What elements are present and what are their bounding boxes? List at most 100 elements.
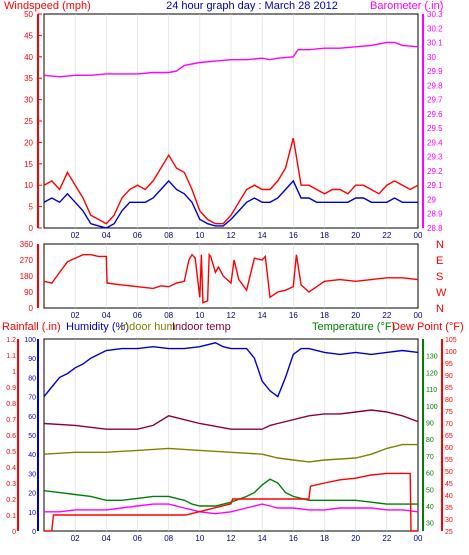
rain-tick-label: 1.1 bbox=[6, 353, 16, 360]
dewpoint-tick-label: 100 bbox=[445, 349, 457, 356]
direction-degree-ticks: 0 90 180 270 360 bbox=[20, 240, 34, 313]
wind-direction-line bbox=[43, 252, 419, 304]
chart-title: 24 hour graph day : March 28 2012 bbox=[166, 0, 338, 12]
humidity-line bbox=[43, 342, 419, 398]
windspeed-tick-label: 45 bbox=[24, 31, 33, 40]
rainfall-axis-label: Rainfall (.in) bbox=[2, 321, 61, 333]
dewpoint-tick-label: 45 bbox=[445, 481, 453, 488]
x-tick-label: 22 bbox=[382, 534, 391, 543]
windspeed-axis-label: Windspeed (mph) bbox=[4, 0, 91, 12]
windspeed-tick-label: 20 bbox=[24, 138, 33, 147]
barometer-tick-label: 29.4 bbox=[427, 138, 443, 147]
humidity-tick-label: 70 bbox=[28, 395, 36, 402]
windspeed-tick-label: 40 bbox=[24, 53, 33, 62]
rain-tick-label: 0.7 bbox=[6, 417, 16, 424]
humidity-tick-label: 100 bbox=[24, 337, 36, 344]
temperature-tick-label: 130 bbox=[426, 354, 438, 361]
temperature-tick-label: 70 bbox=[426, 454, 434, 461]
direction-series bbox=[43, 252, 419, 304]
compass-label: E bbox=[436, 255, 443, 267]
wind-barometer-panel: Windspeed (mph) 24 hour graph day : Marc… bbox=[4, 0, 443, 233]
dew-point-line bbox=[44, 503, 419, 515]
x-tick-label: 06 bbox=[133, 534, 142, 543]
dewpoint-tick-label: 55 bbox=[445, 457, 453, 464]
humidity-tick-label: 40 bbox=[28, 452, 36, 459]
dewpoint-tick-label: 70 bbox=[445, 421, 453, 428]
rain-tick-label: 0.5 bbox=[6, 449, 16, 456]
temperature-tick-label: 120 bbox=[426, 370, 438, 377]
x-tick-label: 00 bbox=[414, 231, 423, 240]
windspeed-tick-label: 30 bbox=[24, 96, 33, 105]
windspeed-tick-label: 35 bbox=[24, 74, 33, 83]
windspeed-tick-label: 5 bbox=[29, 203, 34, 212]
dewpoint-tick-label: 75 bbox=[445, 409, 453, 416]
barometer-tick-label: 29.2 bbox=[427, 167, 443, 176]
rain-tick-label: 0.8 bbox=[6, 401, 16, 408]
x-tick-label: 18 bbox=[320, 534, 329, 543]
temperature-tick-label: 60 bbox=[426, 471, 434, 478]
barometer-tick-label: 30.1 bbox=[427, 39, 443, 48]
x-tick-label: 12 bbox=[227, 231, 236, 240]
x-tick-label: 00 bbox=[414, 311, 423, 320]
windspeed-tick-label: 50 bbox=[24, 10, 33, 19]
humidity-tick-label: 30 bbox=[28, 471, 36, 478]
compass-label: S bbox=[436, 271, 443, 283]
humidity-tick-label: 20 bbox=[28, 491, 36, 498]
x-tick-label: 06 bbox=[133, 231, 142, 240]
compass-label: W bbox=[436, 287, 447, 299]
windspeed-tick-label: 10 bbox=[24, 181, 33, 190]
temperature-tick-label: 100 bbox=[426, 404, 438, 411]
barometer-tick-label: 28.8 bbox=[427, 224, 443, 233]
temperature-tick-label: 90 bbox=[426, 420, 434, 427]
temperature-tick-label: 80 bbox=[426, 437, 434, 444]
x-tick-label: 08 bbox=[164, 311, 173, 320]
direction-tick-label: 90 bbox=[24, 288, 33, 297]
x-tick-label: 04 bbox=[102, 231, 111, 240]
x-tick-label: 14 bbox=[258, 231, 267, 240]
x-tick-label: 16 bbox=[289, 534, 298, 543]
x-tick-label: 20 bbox=[351, 231, 360, 240]
dewpoint-tick-label: 60 bbox=[445, 445, 453, 452]
x-tick-label: 10 bbox=[195, 534, 204, 543]
barometer-tick-label: 29.9 bbox=[427, 67, 443, 76]
x-tick-label: 14 bbox=[258, 311, 267, 320]
windspeed-tick-label: 15 bbox=[24, 160, 33, 169]
x-tick-label: 06 bbox=[133, 311, 142, 320]
rain-tick-label: 0.9 bbox=[6, 385, 16, 392]
barometer-tick-label: 30.3 bbox=[427, 10, 443, 19]
x-tick-label: 18 bbox=[320, 231, 329, 240]
wind-gridlines bbox=[74, 14, 388, 228]
barometer-tick-label: 29.8 bbox=[427, 81, 443, 90]
x-tick-labels-middle: 02 04 06 08 10 12 14 16 18 20 22 00 bbox=[71, 311, 423, 320]
direction-tick-label: 0 bbox=[29, 304, 34, 313]
wind-gust-line bbox=[43, 137, 419, 225]
dewpoint-tick-label: 65 bbox=[445, 433, 453, 440]
temperature-tick-label: 110 bbox=[426, 387, 437, 394]
dewpoint-tick-label: 40 bbox=[445, 493, 453, 500]
x-tick-label: 14 bbox=[258, 534, 267, 543]
dewpoint-tick-label: 25 bbox=[445, 529, 453, 536]
humidity-tick-label: 10 bbox=[28, 510, 36, 517]
x-tick-label: 22 bbox=[382, 231, 391, 240]
barometer-tick-label: 29 bbox=[427, 195, 436, 204]
indoor-temp-line bbox=[43, 443, 418, 463]
wind-speed-line bbox=[43, 179, 418, 229]
dewpoint-tick-label: 95 bbox=[445, 361, 453, 368]
windspeed-tick-label: 25 bbox=[24, 117, 33, 126]
x-tick-label: 02 bbox=[71, 231, 80, 240]
barometer-tick-label: 29.3 bbox=[427, 153, 443, 162]
climate-axis-ticks: 0 0.1 0.2 0.3 0.4 0.5 0.6 0.7 0.8 0.9 1 1.1 1.2 0 10 20… bbox=[6, 337, 457, 536]
x-tick-label: 22 bbox=[382, 311, 391, 320]
x-tick-label: 12 bbox=[227, 534, 236, 543]
barometer-tick-label: 29.1 bbox=[427, 181, 443, 190]
rain-tick-label: 1.2 bbox=[6, 337, 16, 344]
x-tick-label: 00 bbox=[414, 534, 423, 543]
dewpoint-tick-label: 50 bbox=[445, 469, 453, 476]
rain-tick-label: 0.2 bbox=[6, 497, 16, 504]
direction-tick-label: 360 bbox=[20, 240, 34, 249]
x-tick-label: 20 bbox=[351, 534, 360, 543]
barometer-tick-label: 29.5 bbox=[427, 124, 443, 133]
